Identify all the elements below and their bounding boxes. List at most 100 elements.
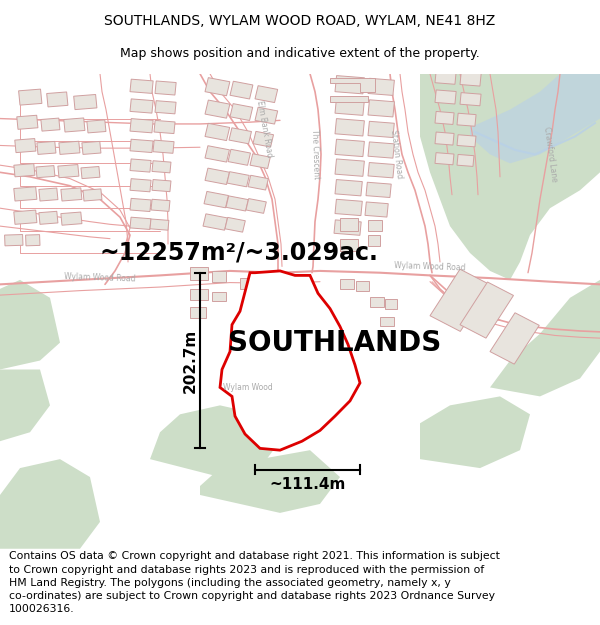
Bar <box>130 119 153 133</box>
Bar <box>203 214 227 230</box>
Bar <box>151 199 170 211</box>
Bar <box>340 239 358 251</box>
Polygon shape <box>200 450 340 513</box>
Bar <box>155 101 176 114</box>
Bar <box>248 175 268 190</box>
Bar <box>430 269 490 331</box>
Bar <box>74 94 97 109</box>
Text: Station Road: Station Road <box>389 129 403 179</box>
Bar <box>435 152 454 165</box>
Bar <box>152 161 171 173</box>
Bar <box>81 166 100 179</box>
Text: ~12257m²/~3.029ac.: ~12257m²/~3.029ac. <box>100 241 379 265</box>
Bar <box>335 159 364 176</box>
Text: Contains OS data © Crown copyright and database right 2021. This information is : Contains OS data © Crown copyright and d… <box>9 551 500 614</box>
Polygon shape <box>220 271 360 450</box>
Bar <box>150 219 169 230</box>
Polygon shape <box>420 396 530 468</box>
Bar <box>457 113 476 126</box>
Bar <box>460 72 481 86</box>
Bar <box>130 99 153 113</box>
Bar <box>335 179 362 196</box>
Bar <box>460 282 514 338</box>
Bar <box>340 279 354 289</box>
Bar <box>368 100 394 117</box>
Bar <box>130 217 151 229</box>
Bar <box>190 268 208 280</box>
Bar <box>37 141 56 154</box>
Bar <box>64 118 85 132</box>
Bar <box>340 218 358 231</box>
Bar <box>130 139 153 152</box>
Bar <box>155 81 176 95</box>
Polygon shape <box>330 96 368 102</box>
Bar <box>228 149 250 165</box>
Bar <box>380 317 394 326</box>
Bar <box>190 307 206 318</box>
Bar <box>435 70 456 84</box>
Bar <box>253 131 274 147</box>
Bar <box>335 97 364 116</box>
Bar <box>61 212 82 225</box>
Bar <box>435 111 454 124</box>
Polygon shape <box>0 280 60 369</box>
Bar <box>368 78 394 96</box>
Bar <box>335 119 364 136</box>
Bar <box>246 199 266 213</box>
Bar <box>19 89 42 105</box>
Polygon shape <box>470 74 600 163</box>
Polygon shape <box>150 406 280 477</box>
Bar <box>205 100 230 118</box>
Bar <box>130 179 151 192</box>
Bar <box>83 189 102 201</box>
Bar <box>58 164 79 177</box>
Bar <box>366 182 391 198</box>
Bar <box>5 234 23 246</box>
Bar <box>258 281 271 291</box>
Bar <box>39 188 58 201</box>
Text: Map shows position and indicative extent of the property.: Map shows position and indicative extent… <box>120 47 480 59</box>
Bar <box>15 139 36 152</box>
Bar <box>152 179 171 192</box>
Text: Crawford Lane: Crawford Lane <box>542 126 559 182</box>
Text: Wylam Wood Road: Wylam Wood Road <box>394 261 466 272</box>
Text: The Crescent: The Crescent <box>310 129 320 179</box>
Bar <box>47 92 68 107</box>
Bar <box>225 217 245 232</box>
Bar <box>205 168 229 184</box>
Bar <box>230 81 253 99</box>
Bar <box>130 198 151 211</box>
Bar <box>61 188 82 201</box>
Bar <box>130 79 153 93</box>
Bar <box>14 164 35 177</box>
Bar <box>368 235 380 246</box>
Bar <box>335 139 364 157</box>
Bar <box>17 115 38 129</box>
Bar <box>457 154 474 166</box>
Bar <box>460 92 481 106</box>
Bar <box>226 196 248 211</box>
Bar <box>204 191 229 208</box>
Bar <box>87 120 106 133</box>
Polygon shape <box>330 78 375 92</box>
Text: Wylam Wood Road: Wylam Wood Road <box>64 272 136 284</box>
Bar <box>59 141 80 154</box>
Bar <box>368 142 394 158</box>
Bar <box>26 234 40 246</box>
Bar <box>153 140 174 153</box>
Bar <box>368 162 394 178</box>
Bar <box>365 202 388 217</box>
Bar <box>154 121 175 134</box>
Polygon shape <box>0 459 100 549</box>
Bar <box>212 271 226 282</box>
Bar <box>356 281 369 291</box>
Polygon shape <box>490 280 600 396</box>
Bar <box>190 289 208 299</box>
Bar <box>368 121 394 138</box>
Bar <box>14 210 37 224</box>
Bar <box>240 278 255 289</box>
Bar <box>229 127 251 144</box>
Text: Elm Bank Road: Elm Bank Road <box>254 100 274 159</box>
Polygon shape <box>420 74 600 280</box>
Bar <box>368 220 382 231</box>
